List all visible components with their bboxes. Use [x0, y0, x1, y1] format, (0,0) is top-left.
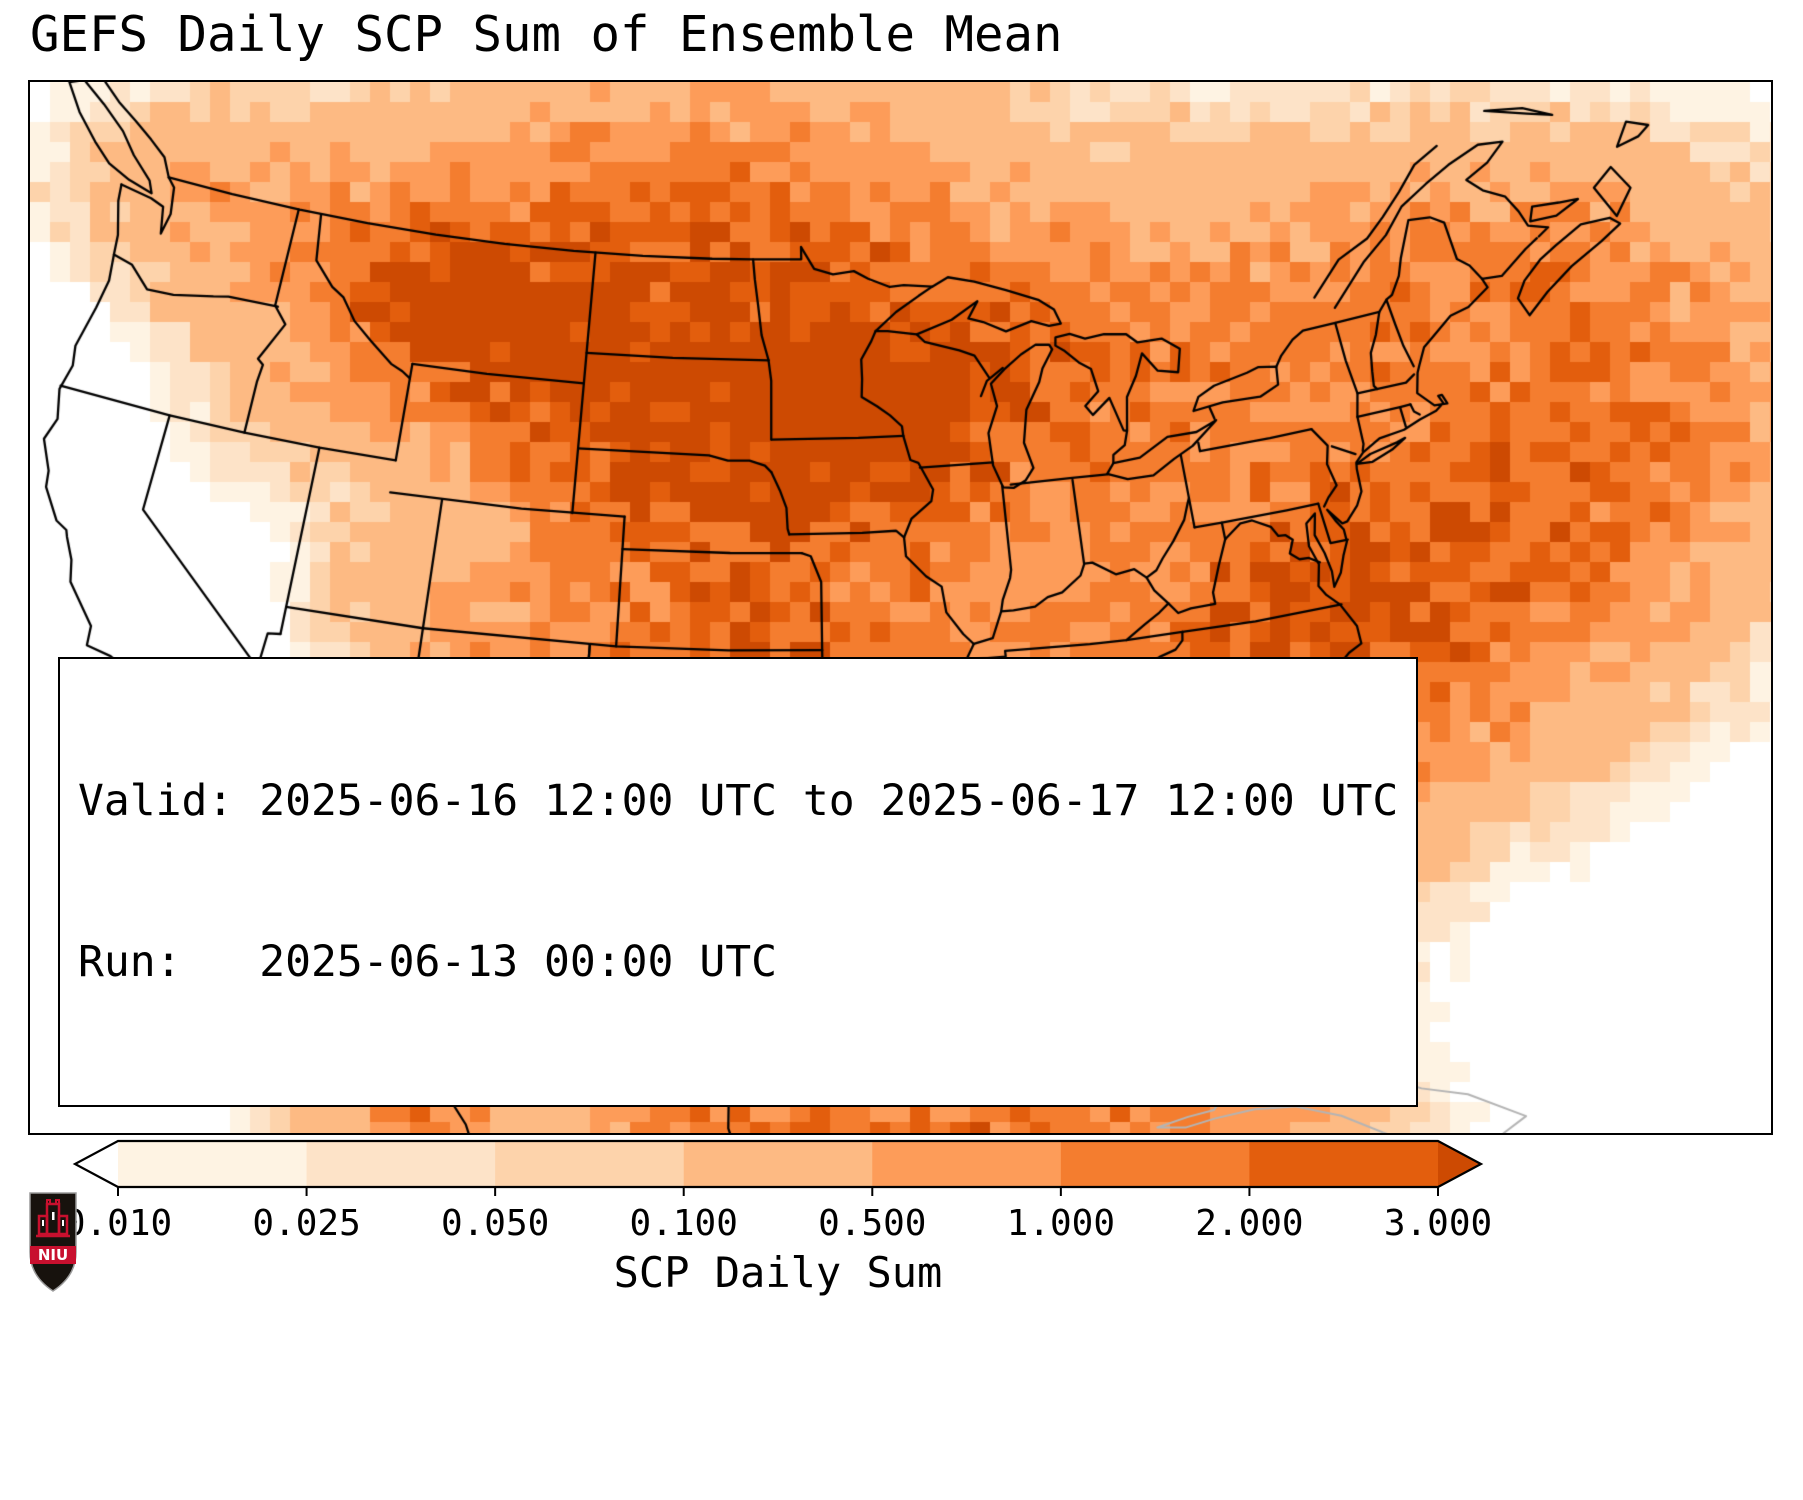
castle-windows [42, 1212, 64, 1226]
colorbar-segment [683, 1141, 873, 1187]
valid-run-box: Valid: 2025-06-16 12:00 UTC to 2025-06-1… [58, 657, 1419, 1107]
niu-logo: NIU [26, 1190, 80, 1298]
colorbar-segment [872, 1141, 1062, 1187]
colorbar-tick-label: 1.000 [1007, 1203, 1115, 1244]
map-panel: Valid: 2025-06-16 12:00 UTC to 2025-06-1… [28, 80, 1773, 1135]
colorbar-tick-label: 3.000 [1384, 1203, 1492, 1244]
colorbar-segment [118, 1141, 308, 1187]
logo-shield [29, 1192, 77, 1292]
colorbar-tick-label: 0.050 [441, 1203, 549, 1244]
colorbar-label: SCP Daily Sum [613, 1248, 943, 1297]
colorbar-segment [1060, 1141, 1251, 1187]
colorbar-segment [306, 1141, 496, 1187]
colorbar-tick-label: 2.000 [1195, 1203, 1303, 1244]
colorbar-segment [1249, 1141, 1439, 1187]
logo-banner [30, 1246, 76, 1264]
colorbar-tick-label: 0.010 [64, 1203, 172, 1244]
niu-logo-text: NIU [38, 1246, 68, 1264]
colorbar-under-arrow [75, 1141, 118, 1187]
castle-icon [36, 1199, 70, 1238]
colorbar-over-arrow [1438, 1141, 1481, 1187]
colorbar-tick-label: 0.500 [818, 1203, 926, 1244]
valid-time-text: Valid: 2025-06-16 12:00 UTC to 2025-06-1… [78, 775, 1399, 826]
run-time-text: Run: 2025-06-13 00:00 UTC [78, 936, 777, 987]
colorbar-tick-label: 0.100 [630, 1203, 738, 1244]
figure-title: GEFS Daily SCP Sum of Ensemble Mean [30, 6, 1063, 63]
colorbar: 0.010 0.025 0.050 0.100 0.500 1.000 2.000 3.000 [64, 1139, 1492, 1244]
colorbar-segment [495, 1141, 685, 1187]
colorbar-tick-label: 0.025 [252, 1203, 360, 1244]
